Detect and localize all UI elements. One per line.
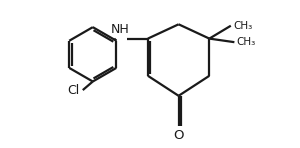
Text: CH₃: CH₃ bbox=[236, 37, 256, 47]
Text: NH: NH bbox=[111, 23, 129, 36]
Text: Cl: Cl bbox=[68, 84, 80, 97]
Text: O: O bbox=[173, 130, 184, 142]
Text: CH₃: CH₃ bbox=[233, 21, 252, 31]
